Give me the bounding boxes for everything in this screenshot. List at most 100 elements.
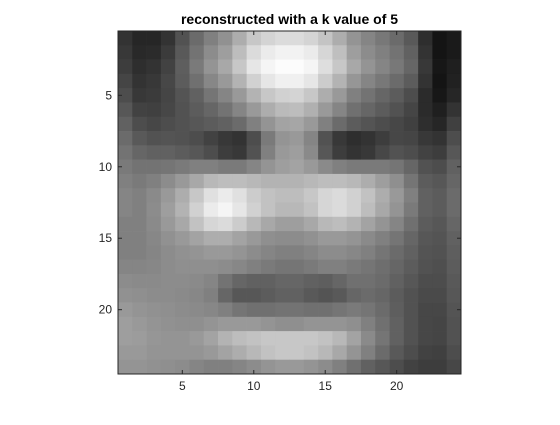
heatmap-cell — [346, 359, 362, 375]
heatmap-cell — [375, 188, 390, 203]
heatmap-cell — [160, 288, 176, 303]
heatmap-cell — [332, 231, 348, 246]
heatmap-cell — [332, 316, 348, 332]
heatmap-cell — [289, 131, 305, 146]
heatmap-cell — [318, 31, 333, 46]
heatmap-cell — [289, 331, 305, 346]
heatmap-cell — [218, 59, 233, 75]
heatmap-cell — [318, 273, 333, 289]
heatmap-cell — [389, 159, 405, 175]
heatmap-cell — [189, 273, 205, 289]
heatmap-cell — [189, 245, 205, 261]
heatmap-cell — [375, 59, 390, 75]
heatmap-cell — [260, 273, 276, 289]
heatmap-cell — [189, 331, 205, 346]
heatmap-cell — [132, 273, 147, 289]
heatmap-cell — [332, 245, 348, 261]
heatmap-cell — [346, 173, 362, 189]
heatmap-cell — [260, 259, 276, 275]
heatmap-cell — [360, 273, 376, 289]
x-tick-label: 20 — [390, 379, 404, 393]
heatmap-cell — [260, 45, 276, 60]
heatmap-cell — [403, 302, 419, 318]
heatmap-cell — [175, 102, 190, 118]
heatmap-cell — [132, 288, 147, 303]
heatmap-cell — [403, 145, 419, 160]
y-tick-label: 10 — [99, 160, 113, 174]
heatmap-cell — [175, 245, 190, 261]
heatmap-cell — [232, 173, 247, 189]
heatmap-cell — [260, 316, 276, 332]
heatmap-cell — [289, 88, 305, 103]
heatmap-cell — [303, 131, 319, 146]
heatmap-cell — [232, 245, 247, 261]
x-tick-label: 15 — [319, 379, 333, 393]
heatmap-cell — [175, 273, 190, 289]
heatmap-cell — [389, 302, 405, 318]
heatmap-cell — [332, 273, 348, 289]
heatmap-cell — [446, 159, 462, 175]
heatmap-cell — [318, 59, 333, 75]
heatmap-cell — [346, 288, 362, 303]
heatmap-cell — [346, 331, 362, 346]
heatmap-cell — [218, 45, 233, 60]
heatmap-cell — [389, 45, 405, 60]
heatmap-cell — [118, 331, 133, 346]
heatmap-cell — [403, 59, 419, 75]
heatmap-cell — [232, 188, 247, 203]
heatmap-cell — [403, 116, 419, 132]
heatmap-cell — [289, 116, 305, 132]
heatmap-cell — [389, 116, 405, 132]
heatmap-cell — [332, 173, 348, 189]
heatmap-cell — [132, 231, 147, 246]
heatmap-cell — [232, 259, 247, 275]
heatmap-cell — [446, 245, 462, 261]
heatmap-cell — [360, 331, 376, 346]
heatmap-cell — [189, 216, 205, 232]
heatmap-cell — [118, 116, 133, 132]
heatmap-cell — [260, 31, 276, 46]
heatmap-cell — [260, 188, 276, 203]
heatmap-cell — [232, 116, 247, 132]
heatmap-cell — [218, 145, 233, 160]
heatmap-cell — [418, 131, 433, 146]
heatmap-cell — [260, 202, 276, 218]
heatmap-cell — [232, 73, 247, 89]
heatmap-cell — [275, 245, 290, 261]
heatmap-cell — [289, 102, 305, 118]
heatmap-cell — [175, 202, 190, 218]
heatmap-cell — [303, 145, 319, 160]
heatmap-cell — [118, 88, 133, 103]
y-tick-label: 5 — [105, 88, 112, 102]
heatmap-cell — [432, 73, 448, 89]
heatmap-cell — [289, 359, 305, 375]
heatmap-cell — [146, 331, 162, 346]
heatmap-cell — [403, 359, 419, 375]
heatmap-cell — [446, 116, 462, 132]
heatmap-cell — [403, 345, 419, 361]
heatmap-cell — [403, 231, 419, 246]
heatmap-cell — [275, 116, 290, 132]
heatmap-cell — [118, 231, 133, 246]
heatmap-cell — [346, 102, 362, 118]
heatmap-cell — [218, 102, 233, 118]
heatmap-cell — [189, 173, 205, 189]
heatmap-cell — [189, 316, 205, 332]
heatmap-cell — [403, 216, 419, 232]
heatmap-cell — [146, 173, 162, 189]
heatmap-cell — [189, 88, 205, 103]
heatmap-cell — [118, 202, 133, 218]
heatmap-cell — [132, 331, 147, 346]
heatmap-cell — [146, 159, 162, 175]
heatmap-cell — [403, 202, 419, 218]
heatmap-cell — [432, 302, 448, 318]
heatmap-cell — [403, 88, 419, 103]
heatmap-cell — [189, 159, 205, 175]
heatmap-cell — [132, 116, 147, 132]
heatmap-cell — [403, 273, 419, 289]
heatmap-cell — [132, 245, 147, 261]
heatmap-cell — [418, 145, 433, 160]
heatmap-cell — [132, 302, 147, 318]
heatmap-cell — [203, 302, 219, 318]
heatmap-cell — [303, 45, 319, 60]
